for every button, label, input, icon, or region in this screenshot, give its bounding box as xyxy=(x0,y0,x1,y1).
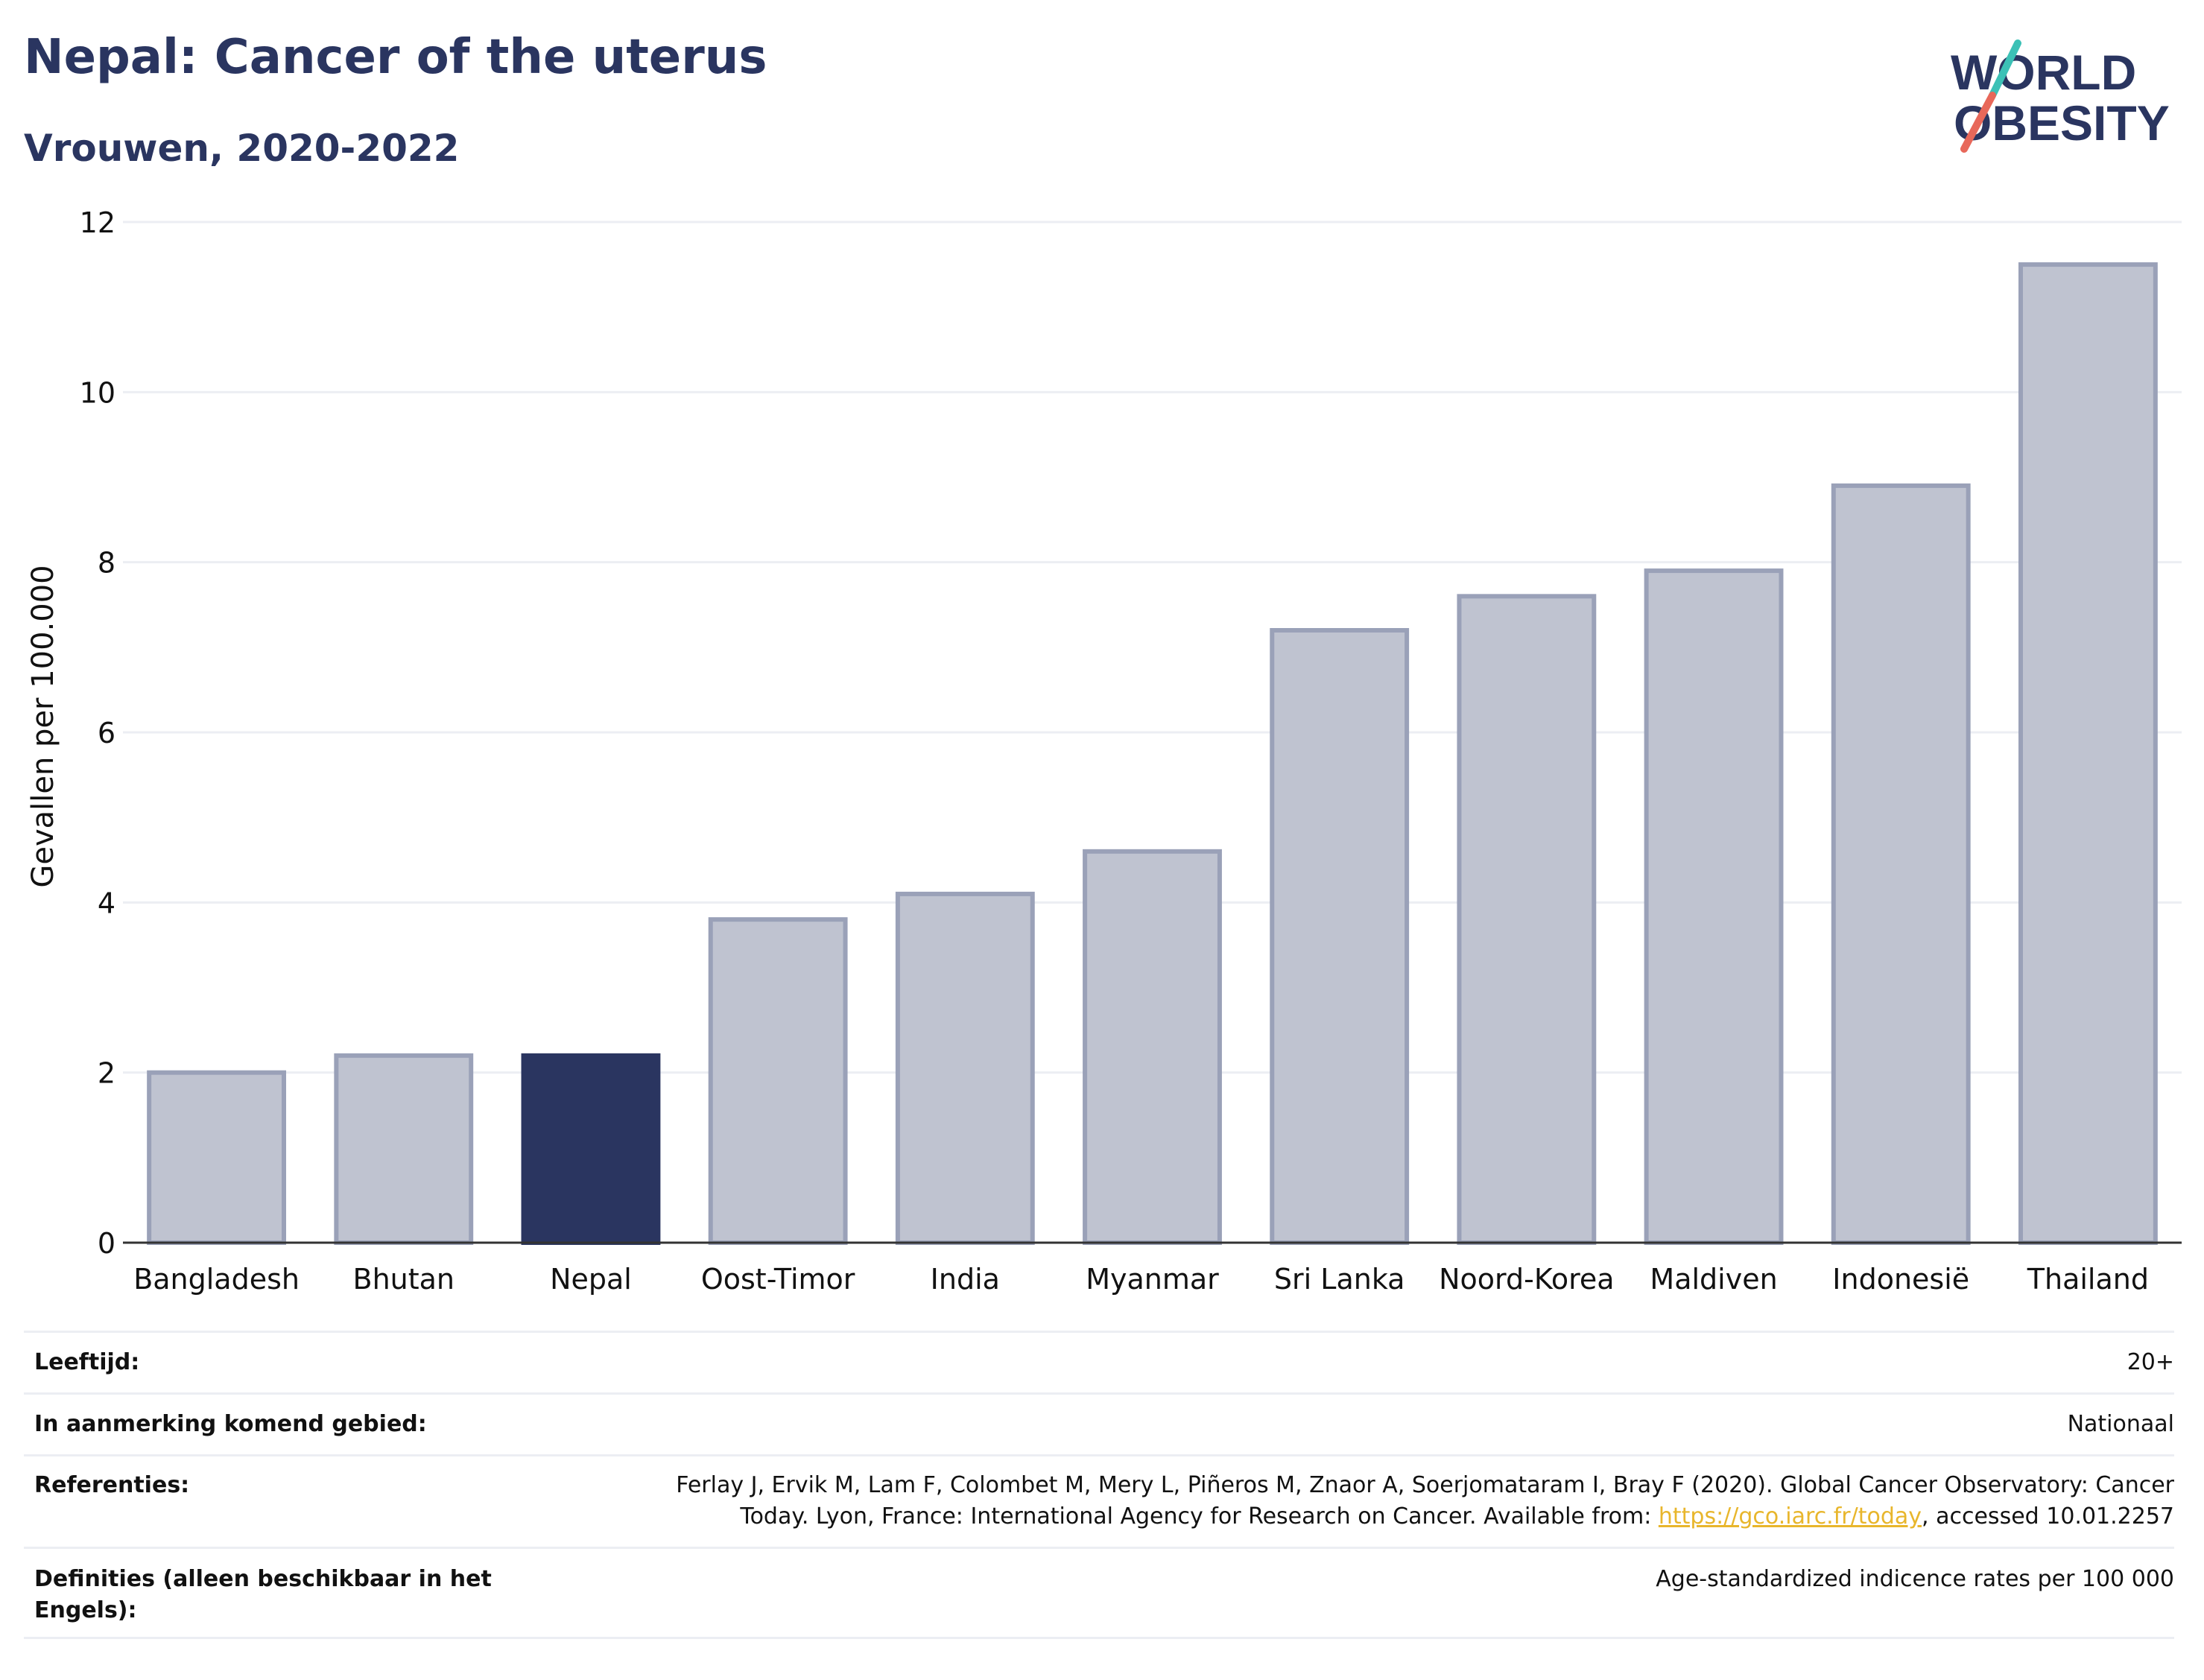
info-row-references: Referenties: Ferlay J, Ervik M, Lam F, C… xyxy=(24,1454,2174,1547)
info-value: 20+ xyxy=(2127,1349,2174,1375)
bar-sri-lanka xyxy=(1270,628,1410,1245)
x-tick-label: Thailand xyxy=(2027,1263,2149,1296)
x-tick-label: Maldiven xyxy=(1650,1263,1777,1296)
reference-line1: Ferlay J, Ervik M, Lam F, Colombet M, Me… xyxy=(676,1472,2174,1498)
x-tick-label: Noord-Korea xyxy=(1439,1263,1614,1296)
page-subtitle: Vrouwen, 2020-2022 xyxy=(24,127,460,170)
bar-chart: 0 2 4 6 8 10 12 Bangladesh Bhutan Nepal Oost-Timo… xyxy=(80,206,2182,1296)
y-tick-label: 0 xyxy=(98,1227,115,1260)
world-obesity-logo: WORLD OBESITY xyxy=(1937,37,2191,156)
y-axis-label: Gevallen per 100.000 xyxy=(26,565,60,888)
x-tick-label: Bhutan xyxy=(353,1263,455,1296)
x-tick-label: Nepal xyxy=(550,1263,632,1296)
x-tick-label: Bangladesh xyxy=(133,1263,300,1296)
reference-text: Today. Lyon, France: International Agenc… xyxy=(740,1503,1659,1530)
bar-oost-timor xyxy=(708,917,848,1246)
page-title: Nepal: Cancer of the uterus xyxy=(24,30,767,85)
y-tick-label: 6 xyxy=(98,717,115,749)
info-table: Leeftijd: 20+ In aanmerking komend gebie… xyxy=(24,1331,2174,1639)
bar-thailand xyxy=(2018,262,2158,1245)
info-row-definitions: Definities (alleen beschikbaar in het En… xyxy=(24,1547,2174,1639)
info-key: In aanmerking komend gebied: xyxy=(34,1411,427,1437)
info-row-area: In aanmerking komend gebied: Nationaal xyxy=(24,1392,2174,1454)
info-value: Age-standardized indicence rates per 100… xyxy=(1656,1566,2174,1592)
bar-myanmar xyxy=(1083,849,1222,1245)
x-tick-label: Myanmar xyxy=(1086,1263,1219,1296)
y-tick-label: 12 xyxy=(80,206,115,239)
reference-accessed: , accessed 10.01.2257 xyxy=(1922,1503,2174,1530)
x-tick-label: Oost-Timor xyxy=(701,1263,855,1296)
info-value: Nationaal xyxy=(2067,1411,2174,1437)
info-key: Definities (alleen beschikbaar in het En… xyxy=(34,1566,492,1623)
logo-line1: WORLD xyxy=(1951,45,2136,100)
y-tick-label: 8 xyxy=(98,547,115,580)
reference-link[interactable]: https://gco.iarc.fr/today xyxy=(1658,1503,1922,1530)
bar-maldiven xyxy=(1644,568,1784,1246)
info-key: Referenties: xyxy=(34,1472,190,1498)
reference-line2: Today. Lyon, France: International Agenc… xyxy=(676,1501,2174,1532)
y-tick-label: 10 xyxy=(80,376,115,409)
x-tick-label: Sri Lanka xyxy=(1274,1263,1405,1296)
info-value: Ferlay J, Ervik M, Lam F, Colombet M, Me… xyxy=(676,1470,2174,1547)
bar-bhutan xyxy=(334,1053,474,1246)
y-tick-label: 4 xyxy=(98,887,115,919)
x-tick-label: India xyxy=(931,1263,1000,1296)
info-key: Leeftijd: xyxy=(34,1349,140,1375)
bar-indonesi- xyxy=(1831,483,1971,1245)
x-tick-label: Indonesië xyxy=(1832,1263,1969,1296)
bar-bangladesh xyxy=(147,1070,287,1245)
y-tick-label: 2 xyxy=(98,1057,115,1090)
info-row-age: Leeftijd: 20+ xyxy=(24,1331,2174,1392)
bar-nepal xyxy=(521,1053,661,1246)
bar-noord-korea xyxy=(1457,594,1597,1245)
bar-india xyxy=(895,891,1035,1246)
